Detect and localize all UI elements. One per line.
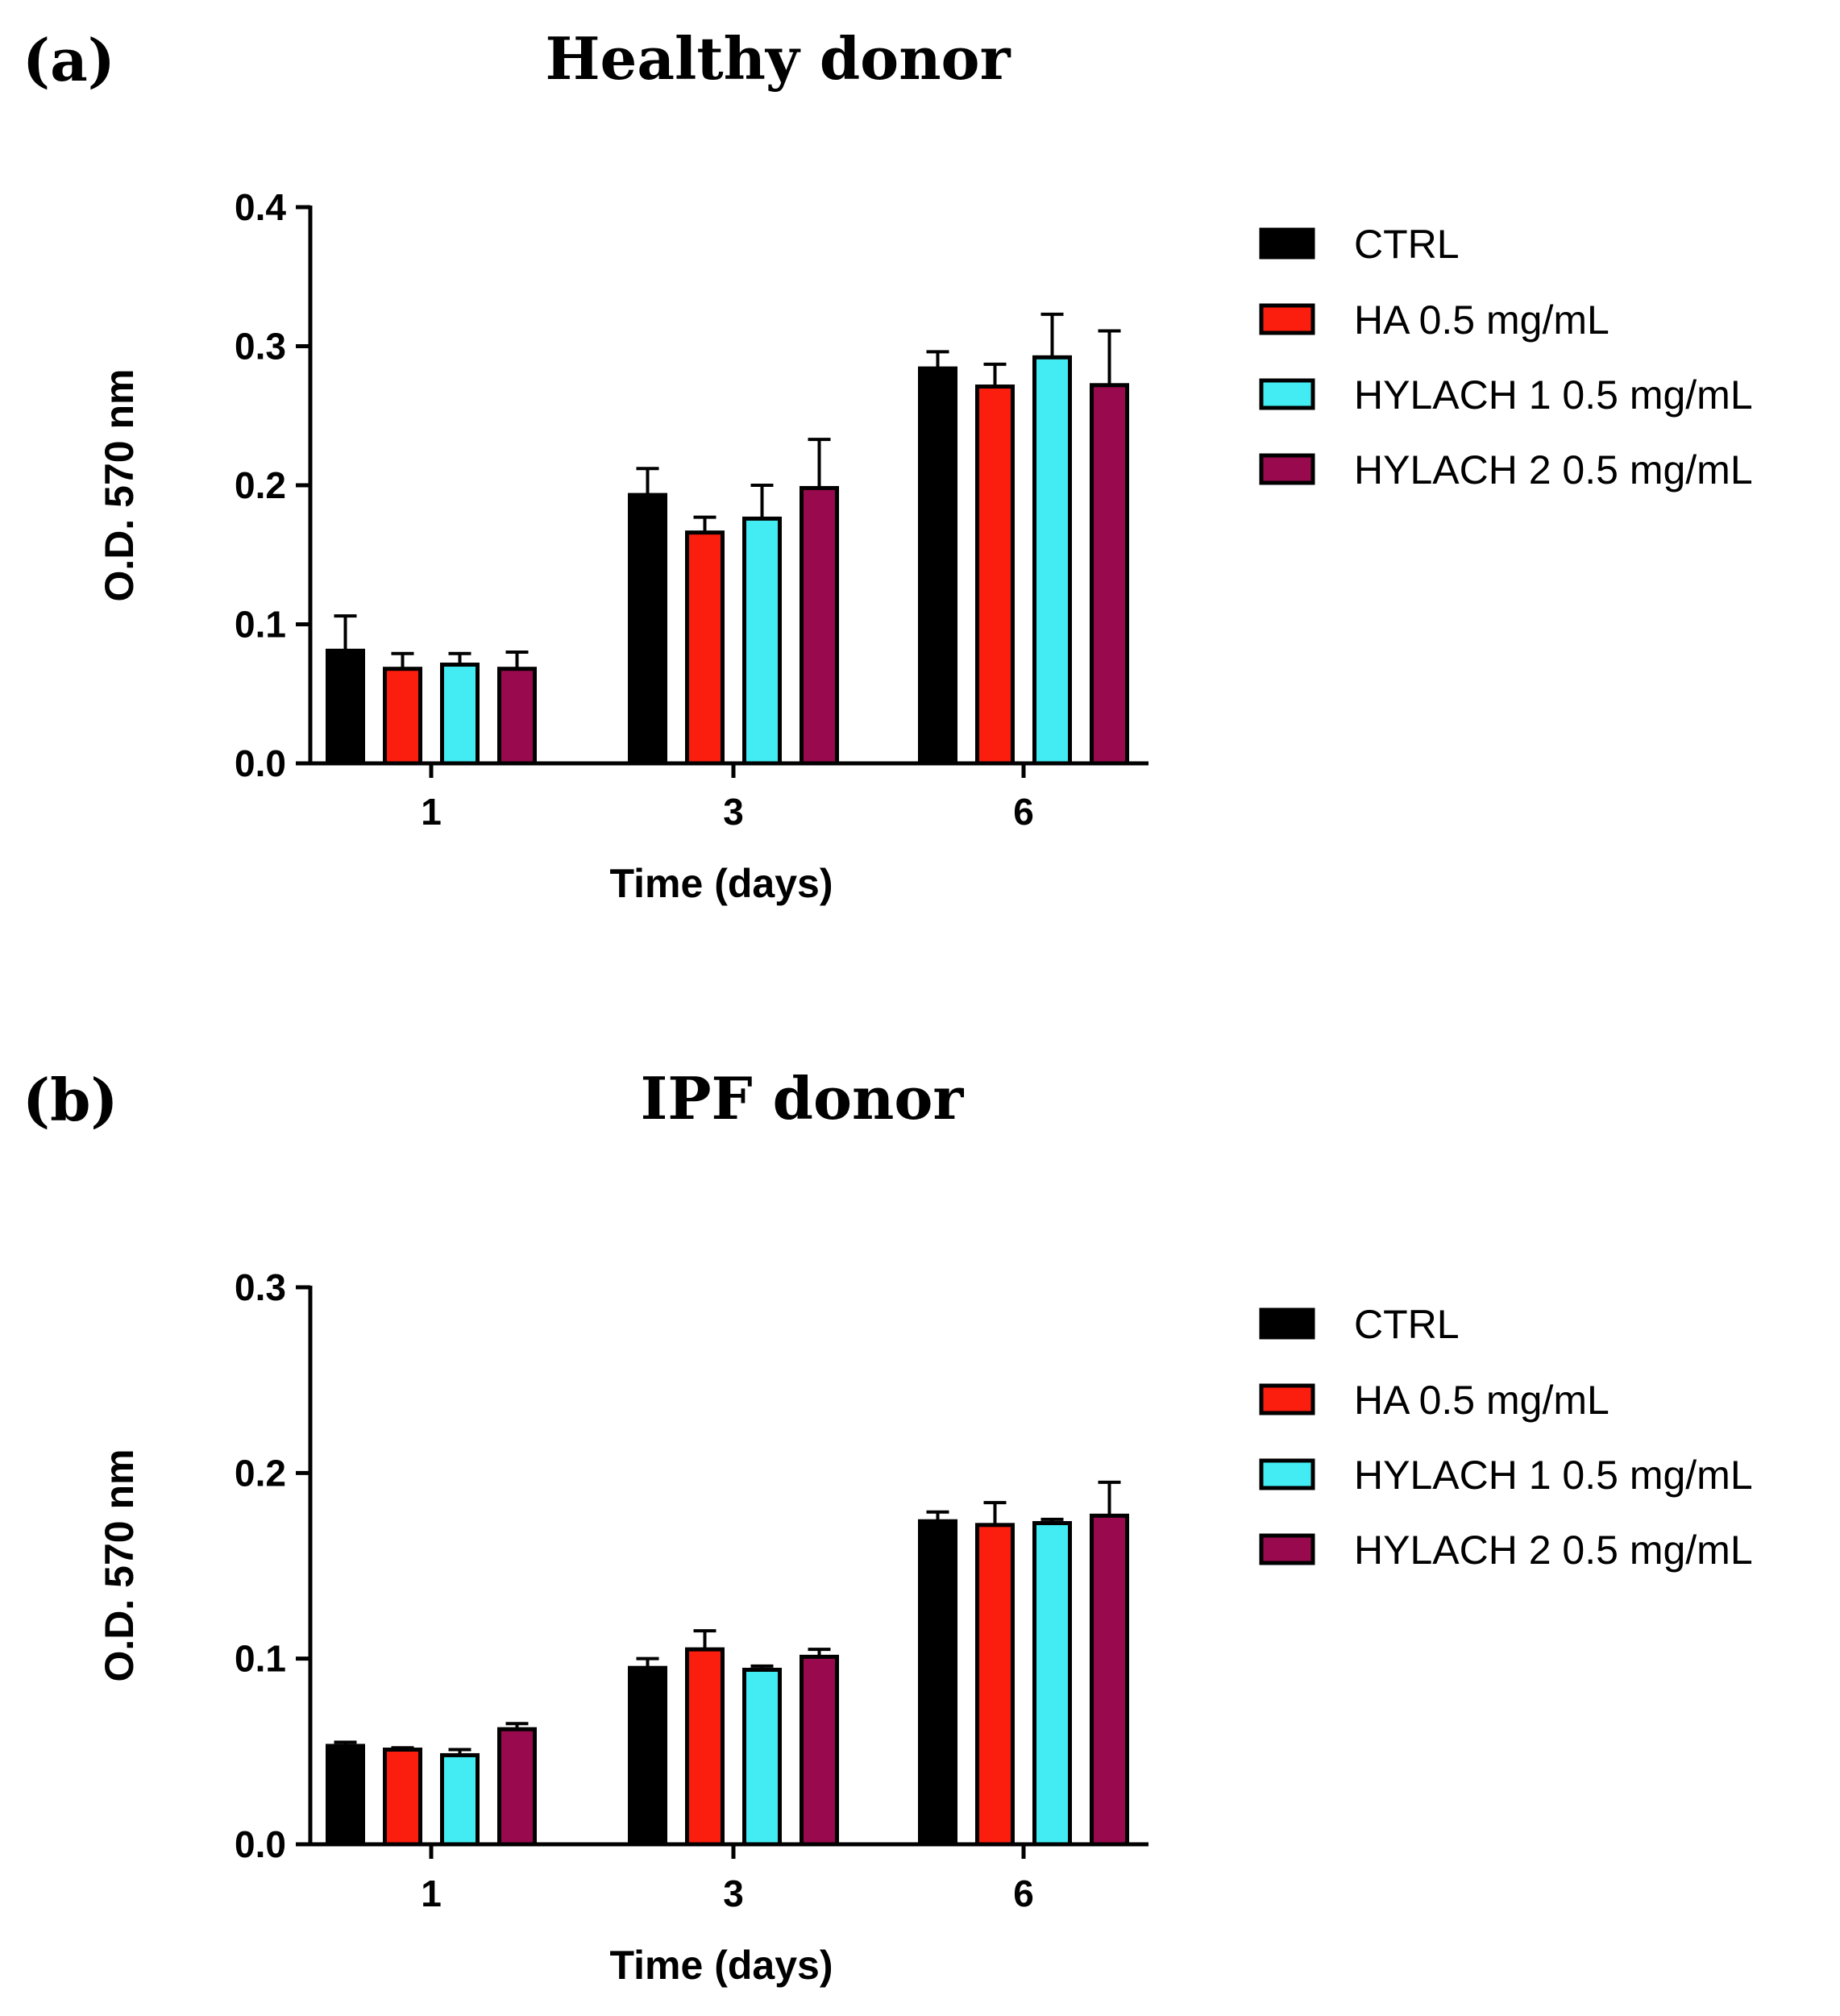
legend-label: HYLACH 1 0.5 mg/mL bbox=[1354, 372, 1753, 418]
panel-label: (b) bbox=[23, 1066, 118, 1134]
bar bbox=[326, 648, 365, 766]
bar bbox=[685, 1647, 725, 1847]
bar bbox=[800, 485, 839, 766]
x-tick-label: 1 bbox=[421, 791, 442, 833]
legend-swatch bbox=[1259, 1307, 1315, 1340]
bar bbox=[685, 530, 725, 766]
y-tick-label: 0.1 bbox=[235, 604, 286, 646]
x-tick-label: 3 bbox=[723, 1873, 744, 1914]
bar bbox=[497, 1727, 537, 1847]
legend-label: CTRL bbox=[1354, 1302, 1460, 1347]
y-tick-label: 0.2 bbox=[235, 464, 286, 506]
x-tick-label: 1 bbox=[421, 1873, 442, 1914]
legend-label: CTRL bbox=[1354, 222, 1460, 267]
bar bbox=[497, 667, 537, 766]
chart-title: Healthy donor bbox=[545, 24, 1011, 93]
bar bbox=[918, 366, 957, 766]
x-tick-label: 6 bbox=[1013, 1873, 1034, 1914]
y-axis-title: O.D. 570 nm bbox=[97, 369, 142, 602]
bar bbox=[742, 516, 782, 766]
panel-b: (b) IPF donor 0.0 0.1 0.2 0.3 1 3 6 Time (days) O.… bbox=[23, 1064, 1753, 1988]
bar bbox=[440, 663, 480, 766]
legend-swatch bbox=[1259, 1533, 1315, 1565]
legend-swatch bbox=[1259, 227, 1315, 260]
chart-title: IPF donor bbox=[641, 1064, 965, 1133]
legend-label: HA 0.5 mg/mL bbox=[1354, 297, 1609, 343]
bar bbox=[918, 1519, 957, 1847]
legend-swatch bbox=[1259, 1458, 1315, 1490]
bar bbox=[326, 1744, 365, 1847]
x-tick-label: 6 bbox=[1013, 791, 1034, 833]
x-axis-title: Time (days) bbox=[610, 1943, 833, 1988]
y-tick-label: 0.0 bbox=[235, 742, 286, 784]
bar bbox=[1032, 1521, 1072, 1847]
bar bbox=[383, 1748, 422, 1847]
bar bbox=[440, 1752, 480, 1847]
y-axis-title: O.D. 570 nm bbox=[97, 1449, 142, 1682]
legend-label: HYLACH 1 0.5 mg/mL bbox=[1354, 1453, 1753, 1498]
bar bbox=[628, 493, 667, 766]
legend-label: HA 0.5 mg/mL bbox=[1354, 1378, 1609, 1423]
legend-label: HYLACH 2 0.5 mg/mL bbox=[1354, 447, 1753, 493]
legend-swatch bbox=[1259, 453, 1315, 485]
y-tick-label: 0.1 bbox=[235, 1638, 286, 1680]
bar bbox=[800, 1654, 839, 1847]
y-tick-label: 0.0 bbox=[235, 1823, 286, 1865]
bar bbox=[742, 1667, 782, 1847]
bar bbox=[975, 384, 1015, 766]
y-tick-label: 0.3 bbox=[235, 326, 286, 368]
legend-swatch bbox=[1259, 303, 1315, 335]
bar bbox=[1090, 1513, 1129, 1847]
bar bbox=[1032, 355, 1072, 766]
legend-swatch bbox=[1259, 378, 1315, 410]
y-tick-label: 0.4 bbox=[235, 186, 286, 228]
x-axis-title: Time (days) bbox=[610, 861, 833, 906]
x-tick-label: 3 bbox=[723, 791, 744, 833]
legend-label: HYLACH 2 0.5 mg/mL bbox=[1354, 1528, 1753, 1573]
bar bbox=[383, 667, 422, 766]
y-tick-label: 0.2 bbox=[235, 1452, 286, 1494]
panel-a: (a) Healthy donor 0.0 0.1 0.2 0.3 0.4 1 3 6 Time (… bbox=[23, 24, 1753, 906]
legend-swatch bbox=[1259, 1383, 1315, 1415]
bar bbox=[1090, 383, 1129, 766]
bar bbox=[975, 1523, 1015, 1847]
panel-label: (a) bbox=[23, 26, 115, 94]
y-tick-label: 0.3 bbox=[235, 1266, 286, 1308]
bar bbox=[628, 1665, 667, 1847]
